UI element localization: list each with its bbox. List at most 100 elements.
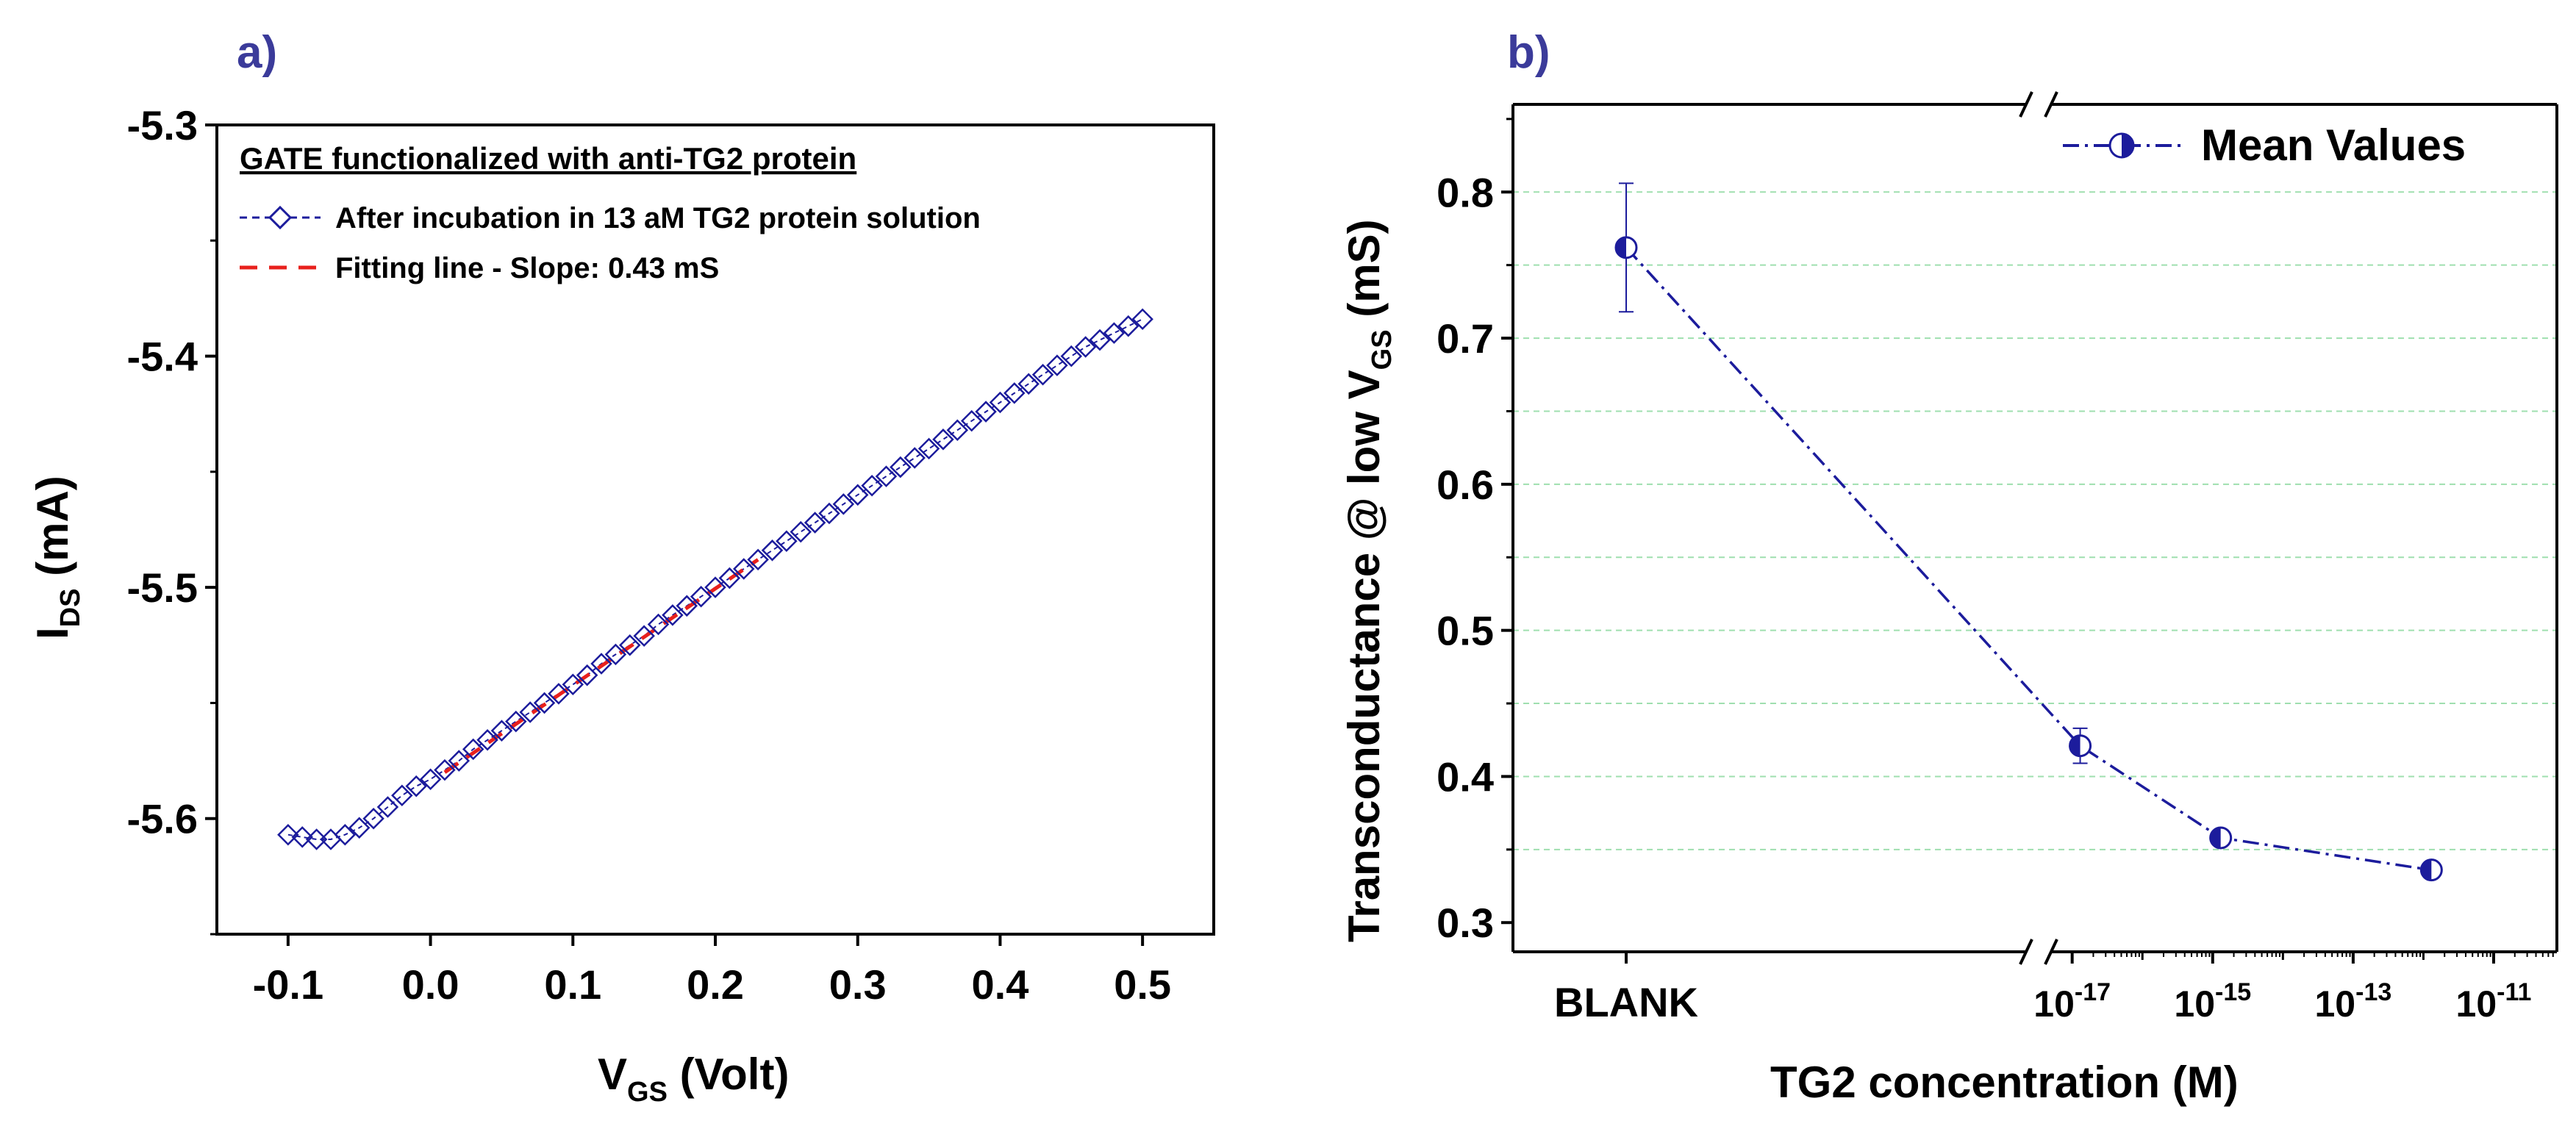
mean-data-point-fill [1616,237,1626,258]
panel-a-x-tick-label: 0.5 [1114,961,1171,1008]
data-point-diamond [989,391,1012,414]
data-point-diamond [405,775,427,797]
data-point-diamond [1074,336,1097,358]
legend-fit-label: Fitting line - Slope: 0.43 mS [335,252,719,284]
panel-a-y-tick-label: -5.6 [127,796,198,842]
panel-a-x-tick-label: 0.2 [687,961,744,1008]
data-point-diamond [348,817,371,839]
data-point-diamond [291,826,313,848]
data-point-diamond [448,750,471,772]
axis-break-top-1 [2019,91,2033,118]
data-point-diamond [1117,315,1139,337]
data-point-diamond [462,738,484,761]
data-point-diamond [1046,354,1068,376]
data-point-diamond [490,720,513,742]
data-point-diamond [832,493,855,515]
data-point-diamond [704,576,726,598]
data-point-diamond [932,428,954,451]
panel-b-log-tick-label: 10-15 [2174,978,2251,1025]
legend-series-label: After incubation in 13 aM TG2 protein so… [335,202,981,234]
data-point-diamond [362,807,384,830]
data-point-diamond [732,558,755,580]
fitting-line [443,558,759,774]
panel-b-y-tick-label: 0.7 [1437,315,1494,362]
data-point-diamond [818,502,840,525]
mean-data-point-fill [2421,859,2432,881]
panel-b-y-tick-label: 0.3 [1437,900,1494,946]
data-point-diamond [718,567,741,589]
data-point-diamond [434,759,456,781]
panel-a-y-tick-label: -5.3 [127,102,198,148]
panel-a-x-axis-label: VGS (Volt) [598,1050,789,1108]
data-point-diamond [590,653,612,675]
data-point-diamond [1131,308,1153,331]
data-point-diamond [505,710,527,733]
data-point-diamond [761,539,784,562]
data-point-diamond [1089,329,1111,351]
data-point-diamond [676,595,698,617]
data-point-diamond [861,474,883,497]
data-point-diamond [576,664,598,686]
mean-series-line [1625,246,2432,872]
data-point-diamond [946,419,969,442]
axis-break-bottom-1 [2019,939,2033,965]
panel-a-chart: -0.1 0.0 0.1 0.2 0.3 0.4 0.5 -5.6 -5.5 -5.4 -5.3 G… [28,102,1215,1108]
data-point-diamond [1060,345,1083,367]
data-point-diamond [376,796,399,818]
data-point-diamond [804,512,826,534]
mean-data-point-fill [2069,735,2081,756]
data-point-diamond [904,447,926,469]
data-point-diamond [334,823,357,846]
data-point-diamond [277,823,299,846]
panel-a-y-tick-label: -5.5 [127,564,198,611]
panel-a-x-tick-label: 0.4 [971,961,1028,1008]
data-point-diamond [960,409,983,432]
panel-b-log-tick-label: 10-13 [2315,978,2392,1025]
data-point-diamond [975,401,997,423]
panel-b-y-tick-label: 0.6 [1437,462,1494,508]
data-point-diamond [548,683,570,705]
data-point-diamond [747,548,769,571]
panel-b-x-axis-label: TG2 concentration (M) [1770,1058,2239,1107]
panel-b-y-axis-label: Transconductance @ low VGS (mS) [1339,219,1398,942]
legend-mean-label: Mean Values [2201,121,2466,170]
data-point-diamond [776,530,798,552]
axis-break-bottom-2 [2044,939,2058,965]
data-point-diamond [419,768,442,791]
data-point-diamond [917,437,940,460]
legend-mean-marker-fill [2122,134,2133,157]
panel-b-y-tick-label: 0.4 [1437,753,1494,800]
data-point-diamond [690,585,712,608]
panel-b-chart: 0.3 0.4 0.5 0.6 0.7 0.8 BLANK 10-17 10-15 10-13 10… [1339,91,2558,1107]
data-point-diamond [890,456,912,478]
panel-b-y-tick-label: 0.8 [1437,169,1494,215]
panel-a-y-tick-label: -5.4 [127,334,198,380]
panel-b-blank-tick-label: BLANK [1554,979,1698,1025]
data-point-diamond [875,465,898,487]
panel-b-y-tick-label: 0.5 [1437,608,1494,654]
data-point-diamond [1017,373,1040,395]
data-point-diamond [604,643,627,666]
data-point-diamond [562,673,584,696]
data-point-diamond [647,613,670,636]
data-point-diamond [533,692,556,714]
data-point-diamond [1003,382,1026,404]
panel-a-x-tick-label: 0.1 [544,961,601,1008]
data-point-diamond [846,484,869,506]
panel-a-x-tick-label: -0.1 [253,961,324,1008]
data-point-diamond [1031,363,1054,386]
panel-b-log-tick-label: 10-17 [2033,978,2111,1025]
data-point-diamond [476,728,498,751]
mean-data-point-fill [2210,827,2221,848]
axis-break-top-2 [2044,91,2058,118]
panel-a-letter: a) [237,27,277,78]
data-point-diamond [662,604,684,626]
panel-b-letter: b) [1507,27,1550,78]
data-point-diamond [519,701,541,723]
data-point-diamond [1103,322,1126,344]
series-a-line [287,318,1143,840]
panel-a-x-tick-label: 0.3 [829,961,887,1008]
data-point-diamond [790,520,812,543]
data-point-diamond [391,784,413,807]
